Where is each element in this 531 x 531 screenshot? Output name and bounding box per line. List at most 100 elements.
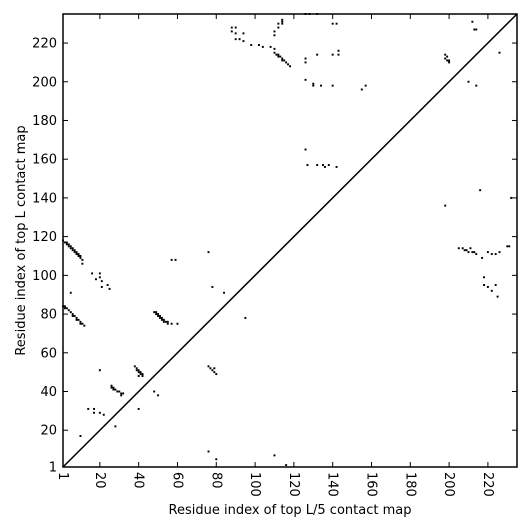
contact-point-top-l [141, 373, 144, 376]
contact-point-top-l5 [483, 276, 485, 279]
contact-point-top-l [174, 258, 177, 261]
contact-point-top-l [285, 464, 288, 467]
contact-point-top-l [93, 411, 96, 414]
contact-point-top-l [207, 365, 210, 368]
x-tick-label: 20 [92, 472, 107, 489]
contact-point-top-l [209, 367, 212, 370]
contact-point-top-l [155, 311, 158, 314]
contact-point-top-l5 [331, 84, 334, 87]
contact-point-top-l5 [479, 189, 482, 192]
contact-point-top-l [73, 251, 76, 254]
x-tick-label: 120 [286, 472, 301, 497]
contact-point-top-l5 [316, 164, 319, 166]
contact-point-top-l5 [234, 32, 237, 35]
contact-point-top-l5 [510, 196, 513, 199]
contact-point-top-l [213, 371, 216, 374]
contact-point-top-l5 [281, 57, 284, 60]
contact-point-top-l [79, 256, 82, 259]
contact-point-top-l5 [337, 53, 340, 56]
contact-point-top-l [159, 316, 161, 319]
contact-point-top-l [100, 280, 103, 283]
contact-point-top-l5 [281, 59, 284, 62]
contact-point-top-l [75, 253, 78, 256]
contact-point-top-l [223, 291, 225, 294]
contact-point-top-l5 [461, 247, 464, 250]
contact-point-top-l5 [444, 57, 447, 60]
contact-point-top-l [77, 253, 80, 256]
contact-point-top-l [65, 241, 68, 244]
contact-point-top-l5 [230, 30, 233, 33]
contact-point-top-l [166, 320, 169, 323]
contact-point-top-l [114, 388, 117, 391]
contact-point-top-l5 [234, 38, 237, 41]
contact-point-top-l5 [273, 34, 276, 37]
contact-point-top-l5 [277, 53, 280, 56]
x-tick-label: 140 [325, 472, 340, 497]
contact-point-top-l [75, 318, 78, 321]
contact-point-top-l5 [273, 47, 276, 50]
contact-point-top-l5 [331, 53, 334, 56]
contact-point-top-l [67, 309, 70, 312]
contact-point-top-l5 [486, 251, 489, 254]
contact-point-top-l [102, 413, 105, 416]
contact-point-top-l [73, 315, 76, 317]
contact-point-top-l [79, 322, 82, 325]
contact-point-top-l5 [490, 253, 493, 256]
contact-point-top-l [120, 392, 123, 395]
contact-point-top-l5 [475, 28, 478, 31]
contact-point-top-l [79, 320, 82, 323]
contact-point-top-l [176, 322, 179, 325]
contact-point-top-l [73, 249, 76, 252]
contact-point-top-l [215, 373, 218, 376]
contact-point-top-l [164, 320, 167, 323]
contact-point-top-l5 [257, 44, 260, 46]
contact-point-top-l [207, 450, 210, 453]
x-tick-label: 1 [55, 472, 70, 480]
contact-point-top-l [116, 390, 119, 393]
contact-point-top-l5 [261, 45, 264, 48]
contact-point-top-l5 [473, 251, 476, 254]
contact-point-top-l [69, 247, 72, 250]
contact-point-top-l [137, 369, 140, 372]
contact-point-top-l [170, 258, 173, 261]
contact-point-top-l [83, 324, 86, 327]
y-tick-label: 140 [32, 191, 57, 206]
contact-point-top-l5 [446, 59, 449, 62]
contact-point-top-l [159, 315, 161, 317]
contact-point-top-l5 [475, 253, 478, 256]
contact-point-top-l [137, 375, 140, 377]
contact-point-top-l5 [327, 164, 330, 166]
contact-point-top-l [110, 386, 113, 389]
contact-point-top-l5 [273, 30, 276, 33]
contact-point-top-l5 [323, 165, 326, 168]
contact-point-top-l5 [467, 80, 470, 83]
contact-point-top-l5 [304, 148, 307, 151]
contact-point-top-l5 [312, 84, 315, 87]
y-tick-label: 20 [40, 424, 57, 439]
contact-point-top-l5 [287, 63, 290, 66]
contact-point-top-l5 [277, 22, 280, 25]
y-tick-label: 220 [32, 37, 57, 52]
contact-point-top-l5 [234, 26, 237, 29]
contact-point-top-l [137, 407, 140, 410]
contact-point-top-l [213, 367, 216, 370]
contact-point-top-l [67, 243, 70, 246]
x-tick-label: 220 [480, 472, 495, 497]
contact-point-top-l [160, 318, 163, 321]
contact-point-top-l [118, 390, 121, 393]
contact-point-top-l5 [457, 247, 460, 250]
contact-point-top-l5 [289, 65, 291, 68]
contact-point-top-l [77, 318, 80, 321]
contact-point-top-l5 [494, 284, 497, 286]
contact-point-top-l5 [279, 55, 282, 58]
contact-point-top-l [110, 384, 113, 387]
contact-point-top-l5 [285, 61, 288, 64]
contact-point-top-l5 [312, 82, 315, 85]
contact-point-top-l [135, 367, 138, 370]
contact-point-top-l [71, 249, 74, 252]
contact-point-top-l5 [306, 164, 309, 166]
contact-point-top-l5 [463, 249, 466, 252]
contact-point-top-l [69, 311, 72, 314]
x-tick-label: 80 [208, 472, 223, 489]
contact-point-top-l [153, 311, 156, 314]
